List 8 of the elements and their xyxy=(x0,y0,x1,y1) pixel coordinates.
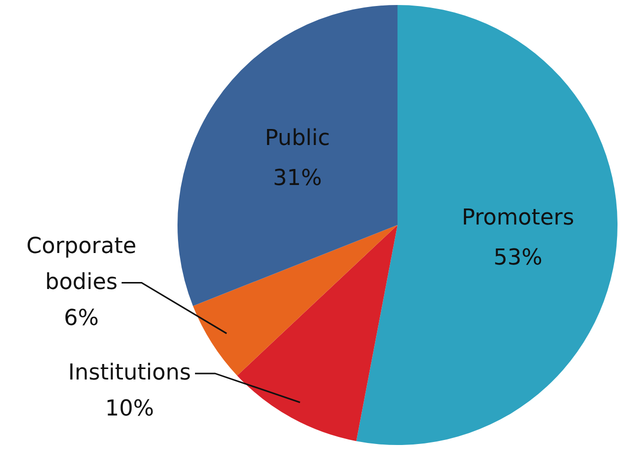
data-label: 10% xyxy=(105,396,154,422)
data-label: 6% xyxy=(64,306,99,331)
slice-label: Corporate bodies xyxy=(26,234,136,295)
data-label: 53% xyxy=(494,245,542,270)
data-label: 31% xyxy=(272,166,322,191)
slice-label: Public xyxy=(264,126,330,151)
slice-label: Institutions xyxy=(68,360,191,386)
slice-label: Promoters xyxy=(462,205,574,230)
